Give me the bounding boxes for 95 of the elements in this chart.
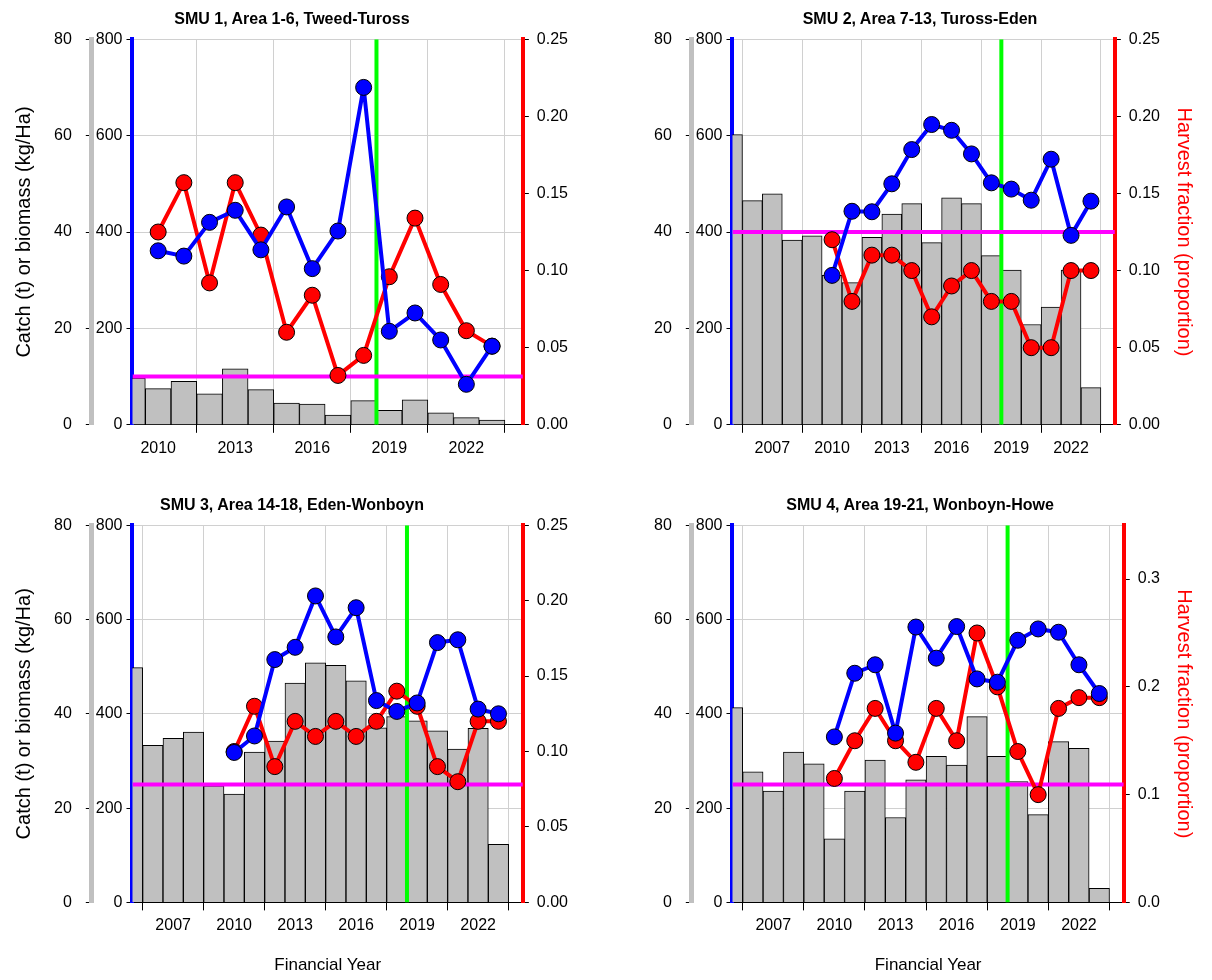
y2-tick-label: 600 xyxy=(95,126,123,144)
y3-tick-label: 0.20 xyxy=(536,106,569,124)
y-tick-label: 80 xyxy=(54,29,72,47)
y3-tick-label: 0.10 xyxy=(536,741,569,759)
y3-tick-label: 0.10 xyxy=(1128,260,1161,278)
x-tick-label: 2022 xyxy=(460,916,497,934)
y3-tick-label: 0.05 xyxy=(536,817,569,835)
y-tick-label: 20 xyxy=(54,318,72,336)
y3-tick-label: 0.0 xyxy=(1137,892,1161,910)
y-tick-label: 60 xyxy=(654,609,672,627)
x-tick-label: 2019 xyxy=(371,438,408,456)
x-tick-label: 2016 xyxy=(938,916,975,934)
y3-tick-label: 0.20 xyxy=(1128,106,1161,124)
y3-tick-label: 0.00 xyxy=(536,415,569,433)
x-tick-label: 2010 xyxy=(140,438,177,456)
x-tick-label: 2022 xyxy=(448,438,485,456)
x-tick-label: 2019 xyxy=(399,916,436,934)
y-tick-label: 60 xyxy=(54,609,72,627)
y2-tick-label: 400 xyxy=(95,704,123,722)
chart-title: SMU 1, Area 1-6, Tweed-Tuross xyxy=(174,10,410,28)
y2-tick-label: 400 xyxy=(695,222,723,240)
y-tick-label: 20 xyxy=(654,318,672,336)
x-tick-label: 2019 xyxy=(999,916,1036,934)
y3-tick-label: 0.15 xyxy=(536,666,569,684)
x-tick-label: 2022 xyxy=(1053,438,1089,456)
y2-tick-label: 800 xyxy=(695,515,723,533)
x-tick-label: 2022 xyxy=(1061,916,1097,934)
y-tick-label: 0 xyxy=(62,415,72,433)
y-tick-label: 60 xyxy=(54,126,72,144)
y2-tick-label: 400 xyxy=(695,704,723,722)
y-tick-label: 20 xyxy=(654,798,672,816)
x-tick-label: 2010 xyxy=(216,916,253,934)
y2-tick-label: 800 xyxy=(95,515,123,533)
y-axis-title: Catch (t) or biomass (kg/Ha) xyxy=(11,588,34,840)
y3-tick-label: 0.20 xyxy=(536,591,569,609)
y-tick-label: 80 xyxy=(654,515,672,533)
y2-tick-label: 800 xyxy=(695,29,723,47)
y3-tick-label: 0.3 xyxy=(1137,569,1161,587)
y-tick-label: 80 xyxy=(54,515,72,533)
y3-tick-label: 0.25 xyxy=(536,515,569,533)
chart-title: SMU 2, Area 7-13, Tuross-Eden xyxy=(802,10,1038,28)
x-axis-title: Financial Year xyxy=(874,955,982,975)
y2-tick-label: 0 xyxy=(113,892,123,910)
y3-tick-label: 0.05 xyxy=(1128,338,1161,356)
y3-tick-label: 0.15 xyxy=(1128,183,1161,201)
x-tick-label: 2010 xyxy=(816,916,853,934)
x-tick-label: 2007 xyxy=(155,916,192,934)
x-tick-label: 2007 xyxy=(755,916,792,934)
y2-tick-label: 600 xyxy=(95,609,123,627)
y-tick-label: 40 xyxy=(654,222,672,240)
y3-tick-label: 0.10 xyxy=(536,260,569,278)
x-tick-label: 2016 xyxy=(294,438,331,456)
y-tick-label: 80 xyxy=(654,29,672,47)
y3-tick-label: 0.05 xyxy=(536,338,569,356)
x-tick-label: 2013 xyxy=(877,916,914,934)
y2-tick-label: 0 xyxy=(113,415,123,433)
y-tick-label: 40 xyxy=(54,222,72,240)
y3-tick-label: 0.00 xyxy=(536,892,569,910)
y2-tick-label: 200 xyxy=(695,318,723,336)
y3-tick-label: 0.15 xyxy=(536,183,569,201)
y2-tick-label: 0 xyxy=(713,892,723,910)
y3-tick-label: 0.25 xyxy=(536,29,569,47)
x-tick-label: 2007 xyxy=(754,438,791,456)
y-tick-label: 60 xyxy=(654,126,672,144)
y-tick-label: 20 xyxy=(54,798,72,816)
y-tick-label: 40 xyxy=(654,704,672,722)
y3-tick-label: 0.00 xyxy=(1128,415,1161,433)
chart-title: SMU 3, Area 14-18, Eden-Wonboyn xyxy=(159,496,425,514)
chart-title: SMU 4, Area 19-21, Wonboyn-Howe xyxy=(786,496,1054,514)
x-tick-label: 2010 xyxy=(814,438,850,456)
x-tick-label: 2016 xyxy=(933,438,970,456)
y-axis-title: Catch (t) or biomass (kg/Ha) xyxy=(11,106,34,358)
y2-tick-label: 800 xyxy=(95,29,123,47)
y-tick-label: 0 xyxy=(62,892,72,910)
y2-tick-label: 200 xyxy=(95,798,123,816)
y-tick-label: 40 xyxy=(54,704,72,722)
y2-tick-label: 200 xyxy=(95,318,123,336)
y2-tick-label: 200 xyxy=(695,798,723,816)
y3-tick-label: 0.25 xyxy=(1128,29,1161,47)
y-tick-label: 0 xyxy=(662,892,672,910)
y3-tick-label: 0.1 xyxy=(1137,785,1161,803)
x-tick-label: 2019 xyxy=(993,438,1030,456)
y3-tick-label: 0.2 xyxy=(1137,677,1161,695)
y-tick-label: 0 xyxy=(662,415,672,433)
y2-tick-label: 600 xyxy=(695,609,723,627)
x-tick-label: 2013 xyxy=(217,438,254,456)
y2-tick-label: 0 xyxy=(713,415,723,433)
x-tick-label: 2016 xyxy=(338,916,375,934)
x-axis-title: Financial Year xyxy=(274,955,382,975)
y3-axis-title: Harvest fraction (proportion) xyxy=(1174,107,1197,357)
y2-tick-label: 400 xyxy=(95,222,123,240)
y3-axis-title: Harvest fraction (proportion) xyxy=(1174,589,1197,839)
x-tick-label: 2013 xyxy=(874,438,910,456)
y2-tick-label: 600 xyxy=(695,126,723,144)
x-tick-label: 2013 xyxy=(277,916,314,934)
